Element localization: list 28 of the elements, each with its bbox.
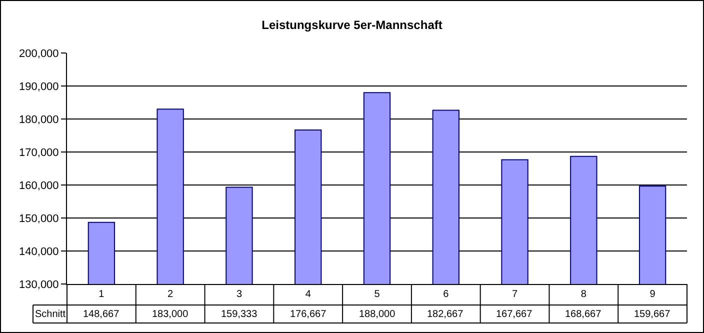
y-tick-label: 130,000 (19, 278, 59, 291)
x-tick-label: 7 (512, 289, 518, 300)
x-tick-label: 1 (98, 289, 105, 300)
x-tick-label: 9 (650, 289, 656, 300)
data-label: 183,000 (152, 309, 189, 320)
data-label: 167,667 (496, 309, 533, 320)
x-tick-label: 5 (374, 289, 380, 300)
x-tick-label: 3 (236, 289, 242, 300)
data-label: 168,667 (565, 309, 602, 320)
y-tick-label: 140,000 (19, 246, 59, 258)
x-tick-label: 6 (443, 289, 450, 300)
data-label: 159,667 (634, 309, 671, 320)
y-tick-label: 190,000 (19, 80, 59, 93)
text: Schnitt (35, 309, 66, 320)
data-label: 148,667 (83, 309, 120, 320)
y-tick-label: 200,000 (19, 48, 59, 60)
data-label: 159,333 (221, 309, 258, 320)
x-tick-label: 2 (168, 289, 174, 300)
data-label: 182,667 (427, 309, 464, 320)
y-tick-label: 180,000 (19, 114, 59, 126)
data-label: 188,000 (359, 309, 396, 320)
chart-title: Leistungskurve 5er-Mannschaft (262, 18, 442, 32)
y-tick-label: 160,000 (19, 180, 59, 192)
x-tick-label: 4 (305, 289, 312, 300)
x-tick-label: 8 (580, 289, 587, 300)
y-tick-label: 170,000 (19, 146, 59, 159)
data-label: 176,667 (290, 309, 327, 320)
y-tick-label: 150,000 (19, 212, 59, 225)
